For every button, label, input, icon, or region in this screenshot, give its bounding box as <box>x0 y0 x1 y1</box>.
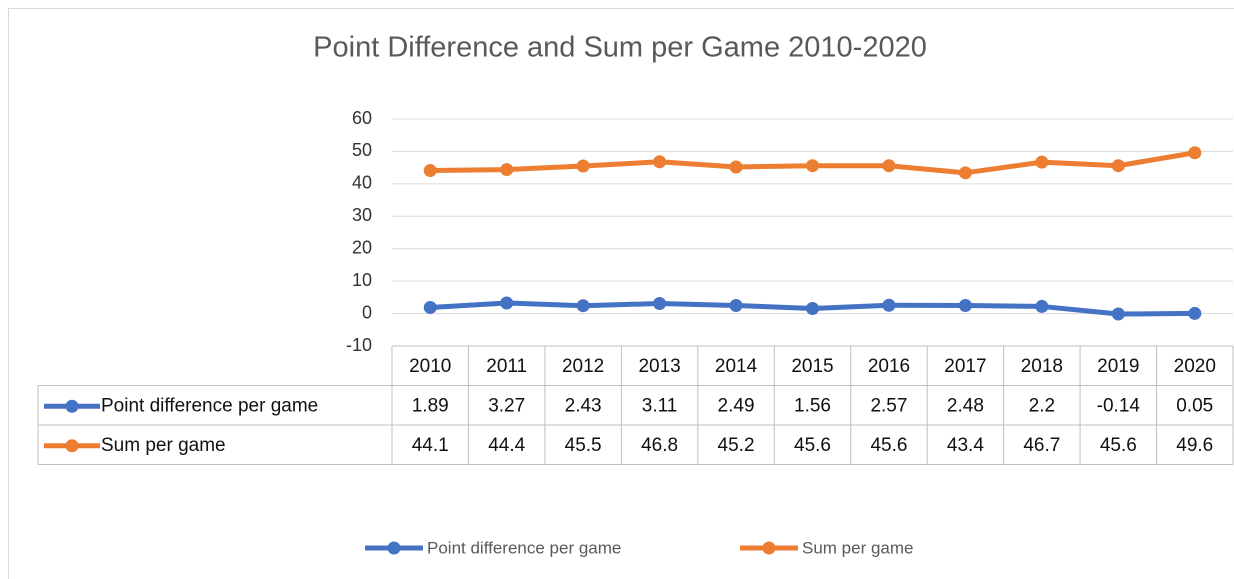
table-cell: 0.05 <box>1176 395 1213 416</box>
point-marker <box>576 299 590 313</box>
legend-key-marker <box>65 439 79 453</box>
x-tick-label: 2015 <box>791 356 833 377</box>
y-tick-label: 40 <box>352 173 372 193</box>
x-tick-label: 2011 <box>486 356 527 377</box>
point-marker <box>882 159 896 173</box>
table-cell: 45.2 <box>718 435 755 456</box>
table-cell: 1.56 <box>794 395 831 416</box>
x-tick-label: 2017 <box>944 356 986 377</box>
table-cell: 44.1 <box>412 435 449 456</box>
point-marker <box>653 296 667 310</box>
chart-title: Point Difference and Sum per Game 2010-2… <box>313 32 927 64</box>
y-tick-label: -10 <box>346 335 372 355</box>
y-tick-label: 0 <box>362 302 372 322</box>
table-cell: 46.7 <box>1023 435 1060 456</box>
point-marker <box>500 296 514 310</box>
point-marker <box>958 166 972 180</box>
table-cell: 45.5 <box>565 435 602 456</box>
table-cell: 3.27 <box>488 395 525 416</box>
y-tick-label: 10 <box>352 270 372 290</box>
table-cell: 46.8 <box>641 435 678 456</box>
legend-label: Sum per game <box>802 538 914 557</box>
x-tick-label: 2020 <box>1174 356 1216 377</box>
y-tick-label: 50 <box>352 140 372 160</box>
table-cell: 2.43 <box>565 395 602 416</box>
table-cell: -0.14 <box>1097 395 1141 416</box>
x-tick-label: 2018 <box>1021 356 1063 377</box>
table-cell: 2.48 <box>947 395 984 416</box>
table-cell: 1.89 <box>412 395 449 416</box>
table-cell: 49.6 <box>1176 435 1213 456</box>
point-marker <box>653 155 667 169</box>
table-cell: 2.49 <box>718 395 755 416</box>
point-marker <box>500 163 514 177</box>
point-marker <box>958 299 972 313</box>
table-cell: 45.6 <box>870 435 907 456</box>
chart-frame <box>8 8 1234 579</box>
point-marker <box>1111 307 1125 321</box>
x-tick-label: 2010 <box>409 356 451 377</box>
point-marker <box>1111 159 1125 173</box>
y-tick-label: 30 <box>352 205 372 225</box>
table-series-name: Point difference per game <box>101 395 318 416</box>
x-tick-label: 2019 <box>1097 356 1139 377</box>
table-series-name: Sum per game <box>101 435 226 456</box>
point-marker <box>1188 146 1202 160</box>
x-tick-label: 2016 <box>868 356 910 377</box>
point-marker <box>729 298 743 312</box>
table-cell: 43.4 <box>947 435 984 456</box>
legend-key-marker <box>387 541 401 555</box>
point-marker <box>806 159 819 173</box>
point-marker <box>729 160 743 174</box>
table-cell: 45.6 <box>794 435 831 456</box>
table-cell: 3.11 <box>642 395 678 416</box>
point-marker <box>1188 306 1202 320</box>
x-tick-label: 2014 <box>715 356 758 377</box>
legend-label: Point difference per game <box>427 538 621 557</box>
table-cell: 44.4 <box>488 435 525 456</box>
x-tick-label: 2012 <box>562 356 604 377</box>
legend-key-marker <box>65 399 79 413</box>
legend-key-marker <box>762 541 776 555</box>
y-tick-label: 20 <box>352 237 372 257</box>
table-cell: 2.57 <box>870 395 907 416</box>
point-marker <box>882 298 896 312</box>
point-marker <box>1035 155 1049 169</box>
point-marker <box>423 300 437 314</box>
point-marker <box>576 159 590 173</box>
point-marker <box>423 164 437 178</box>
table-cell: 2.2 <box>1029 395 1055 416</box>
y-tick-label: 60 <box>352 108 372 128</box>
point-marker <box>806 302 819 316</box>
x-tick-label: 2013 <box>638 356 680 377</box>
table-cell: 45.6 <box>1100 435 1137 456</box>
point-marker <box>1035 299 1049 313</box>
